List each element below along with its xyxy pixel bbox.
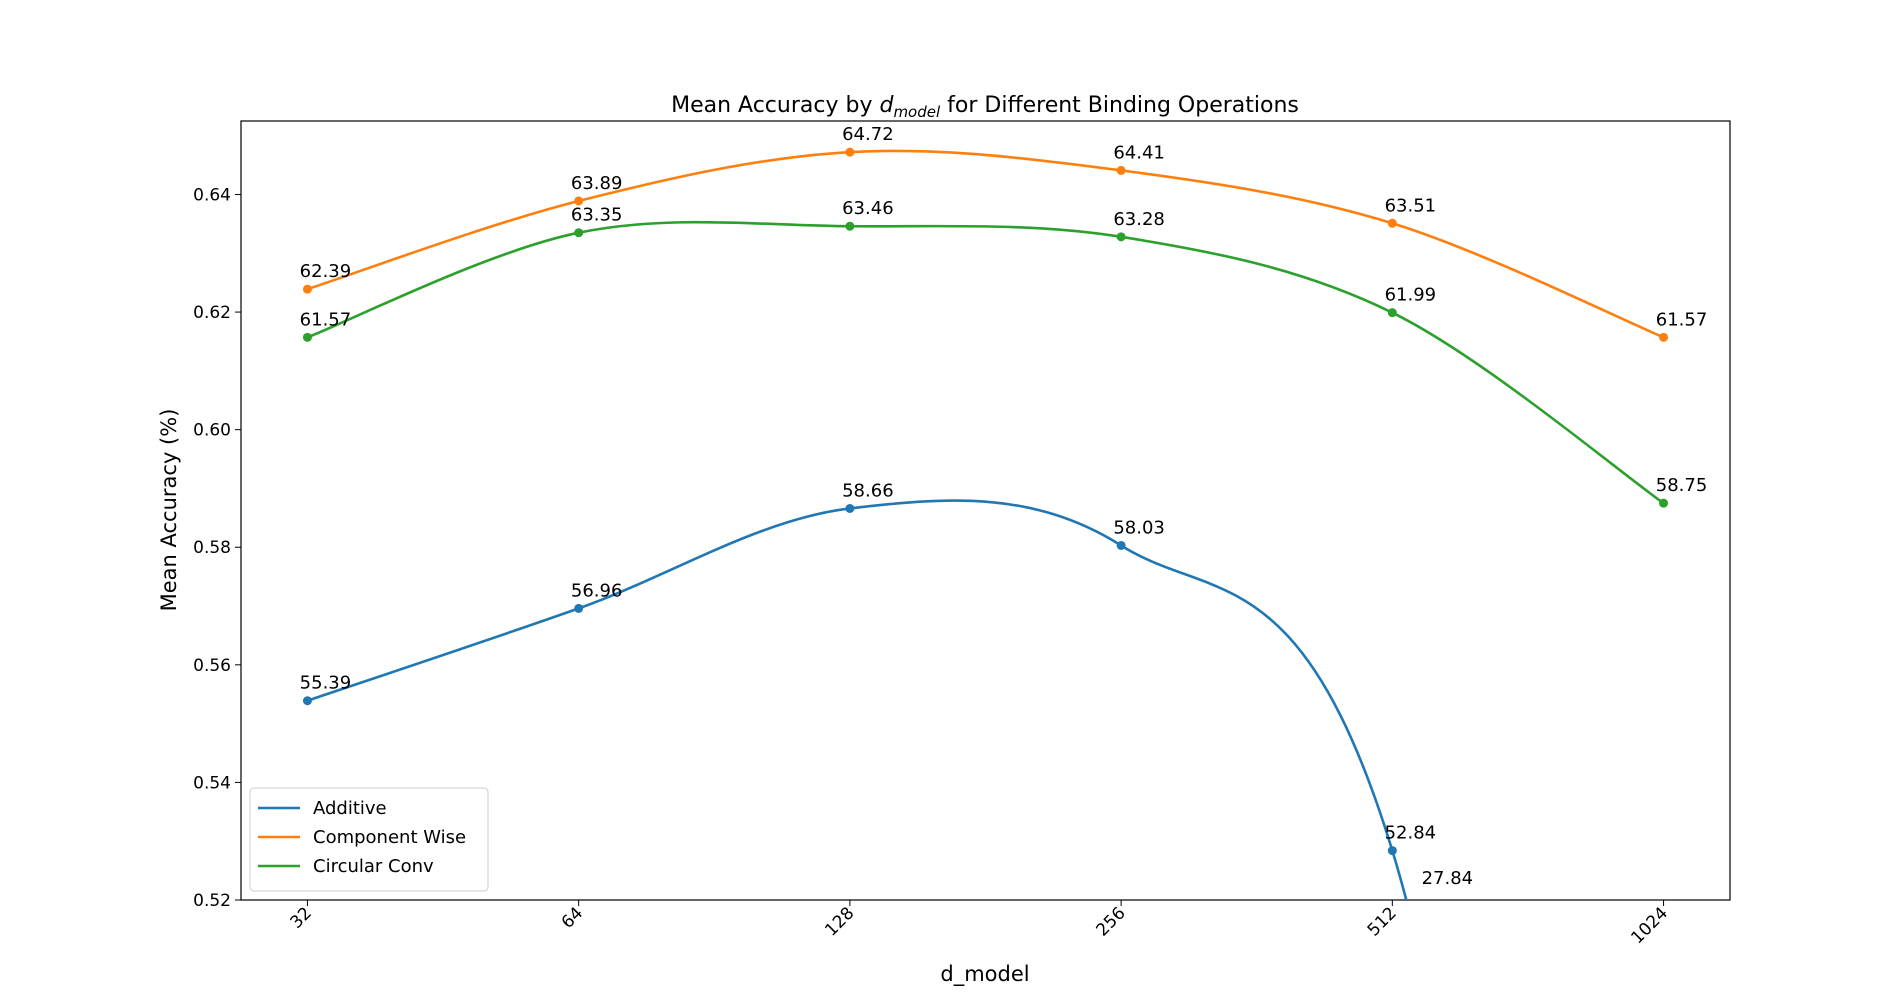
data-point [1116,165,1126,175]
data-point [1387,846,1397,856]
data-point [574,196,584,206]
series-line [307,149,1665,339]
data-label: 58.03 [1113,517,1165,538]
data-point [1387,308,1397,318]
legend-label: Component Wise [313,827,466,848]
chart-title: Mean Accuracy by dmodel for Different Bi… [671,93,1299,121]
data-label: 27.84 [1422,868,1474,889]
data-point [1659,498,1669,508]
data-point [1116,232,1126,242]
legend-label: Circular Conv [313,856,434,877]
x-tick-label: 512 [1364,903,1401,940]
x-tick-label: 256 [1093,903,1130,940]
y-tick-label: 0.58 [193,538,231,558]
data-label: 63.28 [1113,209,1165,230]
y-tick-label: 0.60 [193,421,231,441]
data-label: 61.57 [300,309,352,330]
data-point [845,221,855,231]
data-label: 63.35 [571,205,623,226]
x-axis-label: d_model [940,962,1029,987]
data-label: 52.84 [1385,823,1437,844]
x-tick-label: 64 [558,903,587,932]
legend-label: Additive [313,798,387,819]
title-part: model [893,103,941,121]
data-label: 64.41 [1113,142,1165,163]
data-point [1116,540,1126,550]
data-point [574,228,584,238]
y-tick-label: 0.54 [193,773,231,793]
data-label: 63.51 [1385,195,1437,216]
series-line [306,220,1665,505]
y-tick-label: 0.56 [193,656,231,676]
data-point [302,696,312,706]
data-point [302,284,312,294]
plot-area [302,147,1669,900]
legend-box [249,787,489,892]
data-point [845,147,855,157]
title-part: d [879,93,894,118]
data-label: 64.72 [842,124,894,145]
series-line [307,499,1408,900]
data-label: 55.39 [300,673,352,694]
data-point [845,503,855,513]
data-label: 61.57 [1656,309,1708,330]
data-label: 63.46 [842,198,894,219]
data-label: 58.75 [1656,475,1708,496]
x-tick-label: 1024 [1627,903,1672,948]
data-label: 61.99 [1385,285,1437,306]
y-tick-label: 0.52 [193,891,231,911]
y-tick-label: 0.64 [193,185,231,205]
y-axis-label: Mean Accuracy (%) [157,409,181,612]
data-point [302,332,312,342]
data-point [574,603,584,613]
title-part: Mean Accuracy by [671,93,879,118]
y-tick-label: 0.62 [193,303,231,323]
data-point [1387,218,1397,228]
data-point [1659,332,1669,342]
data-label: 56.96 [571,580,623,601]
data-label: 63.89 [571,173,623,194]
data-label: 58.66 [842,480,894,501]
data-label: 62.39 [300,261,352,282]
x-tick-label: 32 [287,903,316,932]
x-tick-label: 128 [821,903,858,940]
title-part: for Different Binding Operations [940,93,1299,118]
plot-frame [240,120,1731,901]
